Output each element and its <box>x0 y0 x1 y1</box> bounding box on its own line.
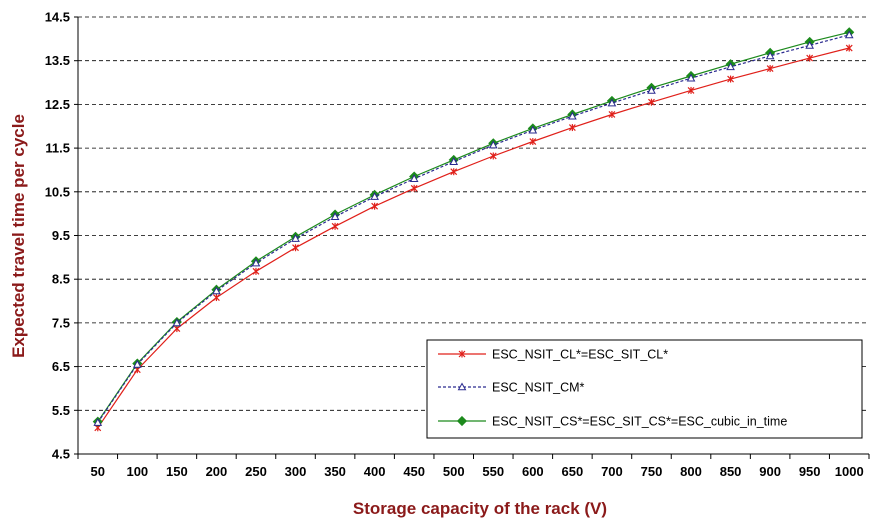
data-point <box>371 202 379 210</box>
legend-box <box>426 339 863 439</box>
legend-label: ESC_NSIT_CL*=ESC_SIT_CL* <box>492 348 668 362</box>
data-point <box>766 65 774 73</box>
series-line <box>97 31 850 423</box>
data-point <box>370 192 379 200</box>
data-point <box>213 294 220 302</box>
x-tick-label: 950 <box>799 464 821 479</box>
legend-entry: ESC_NSIT_CS*=ESC_SIT_CS*=ESC_cubic_in_ti… <box>438 415 787 429</box>
x-tick-label: 200 <box>206 464 228 479</box>
data-point <box>457 382 467 391</box>
data-point <box>726 62 735 71</box>
series-2 <box>93 30 854 426</box>
x-tick-label: 250 <box>245 464 267 479</box>
y-tick-label: 7.5 <box>52 315 70 330</box>
data-point <box>450 168 458 176</box>
data-point <box>805 40 815 49</box>
data-point <box>251 258 261 267</box>
x-tick-label: 550 <box>482 464 504 479</box>
x-tick-label: 300 <box>285 464 307 479</box>
data-point <box>292 244 299 252</box>
y-tick-label: 14.5 <box>45 10 70 25</box>
data-point <box>568 124 576 132</box>
x-tick-label: 50 <box>91 464 105 479</box>
x-tick-label: 750 <box>641 464 663 479</box>
x-tick-label: 500 <box>443 464 465 479</box>
data-point <box>648 98 655 106</box>
y-tick-label: 8.5 <box>52 272 70 287</box>
data-point <box>489 152 497 160</box>
y-tick-label: 11.5 <box>45 141 70 156</box>
data-point <box>488 140 498 149</box>
y-tick-label: 10.5 <box>45 184 70 199</box>
data-point <box>765 51 775 60</box>
x-tick-label: 100 <box>126 464 148 479</box>
legend-entry: ESC_NSIT_CL*=ESC_SIT_CL* <box>438 348 668 362</box>
data-point <box>172 318 182 327</box>
x-tick-label: 800 <box>680 464 702 479</box>
data-point <box>647 85 656 94</box>
data-point <box>458 350 466 358</box>
data-point <box>252 267 260 275</box>
data-point <box>212 286 221 295</box>
data-point <box>330 212 340 221</box>
series-line <box>97 34 850 423</box>
data-point <box>409 174 419 182</box>
data-point <box>529 138 537 146</box>
y-tick-label: 5.5 <box>52 403 70 418</box>
x-tick-label: 700 <box>601 464 623 479</box>
x-tick-label: 650 <box>562 464 584 479</box>
x-tick-label: 450 <box>403 464 425 479</box>
data-point <box>449 157 459 165</box>
data-point <box>93 418 103 426</box>
series-layer <box>92 27 855 432</box>
x-tick-label: 150 <box>166 464 188 479</box>
data-point <box>331 222 339 230</box>
data-point <box>687 86 695 94</box>
y-axis-title: Expected travel time per cycle <box>9 114 28 358</box>
x-axis-title: Storage capacity of the rack (V) <box>353 499 607 518</box>
data-point <box>568 111 577 120</box>
y-tick-labels: 4.5 5.5 6.5 7.5 8.5 9.5 10.5 11.5 12.5 13.5 14.5 <box>45 10 78 462</box>
x-tick-label: 1000 <box>835 464 864 479</box>
y-tick-label: 9.5 <box>52 228 70 243</box>
data-point <box>291 234 300 242</box>
x-tick-label: 900 <box>759 464 781 479</box>
data-point <box>686 73 696 82</box>
legend-label: ESC_NSIT_CS*=ESC_SIT_CS*=ESC_cubic_in_ti… <box>492 415 787 429</box>
series-line <box>97 47 850 429</box>
data-point <box>607 98 617 107</box>
data-point <box>410 184 418 192</box>
x-tick-labels: 50 100 150 200 250 300 350 400 450 500 550 600 650 70… <box>77 454 870 479</box>
data-point <box>608 110 616 118</box>
data-point <box>456 415 468 427</box>
data-point <box>727 75 734 83</box>
y-tick-label: 4.5 <box>52 447 70 462</box>
legend-entry: ESC_NSIT_CM* <box>438 381 585 395</box>
y-tick-label: 12.5 <box>45 97 70 112</box>
data-point <box>528 125 538 134</box>
legend-label: ESC_NSIT_CM* <box>492 381 585 395</box>
data-point <box>806 54 814 62</box>
data-point <box>844 30 854 39</box>
x-tick-label: 850 <box>720 464 742 479</box>
data-point <box>845 44 853 52</box>
legend: ESC_NSIT_CL*=ESC_SIT_CL* ESC_NSIT_CM* ESC_… <box>426 339 863 439</box>
y-tick-label: 13.5 <box>45 53 70 68</box>
x-tick-label: 350 <box>324 464 346 479</box>
data-point <box>132 359 142 368</box>
x-tick-label: 600 <box>522 464 544 479</box>
x-tick-label: 400 <box>364 464 386 479</box>
y-tick-label: 6.5 <box>52 359 70 374</box>
